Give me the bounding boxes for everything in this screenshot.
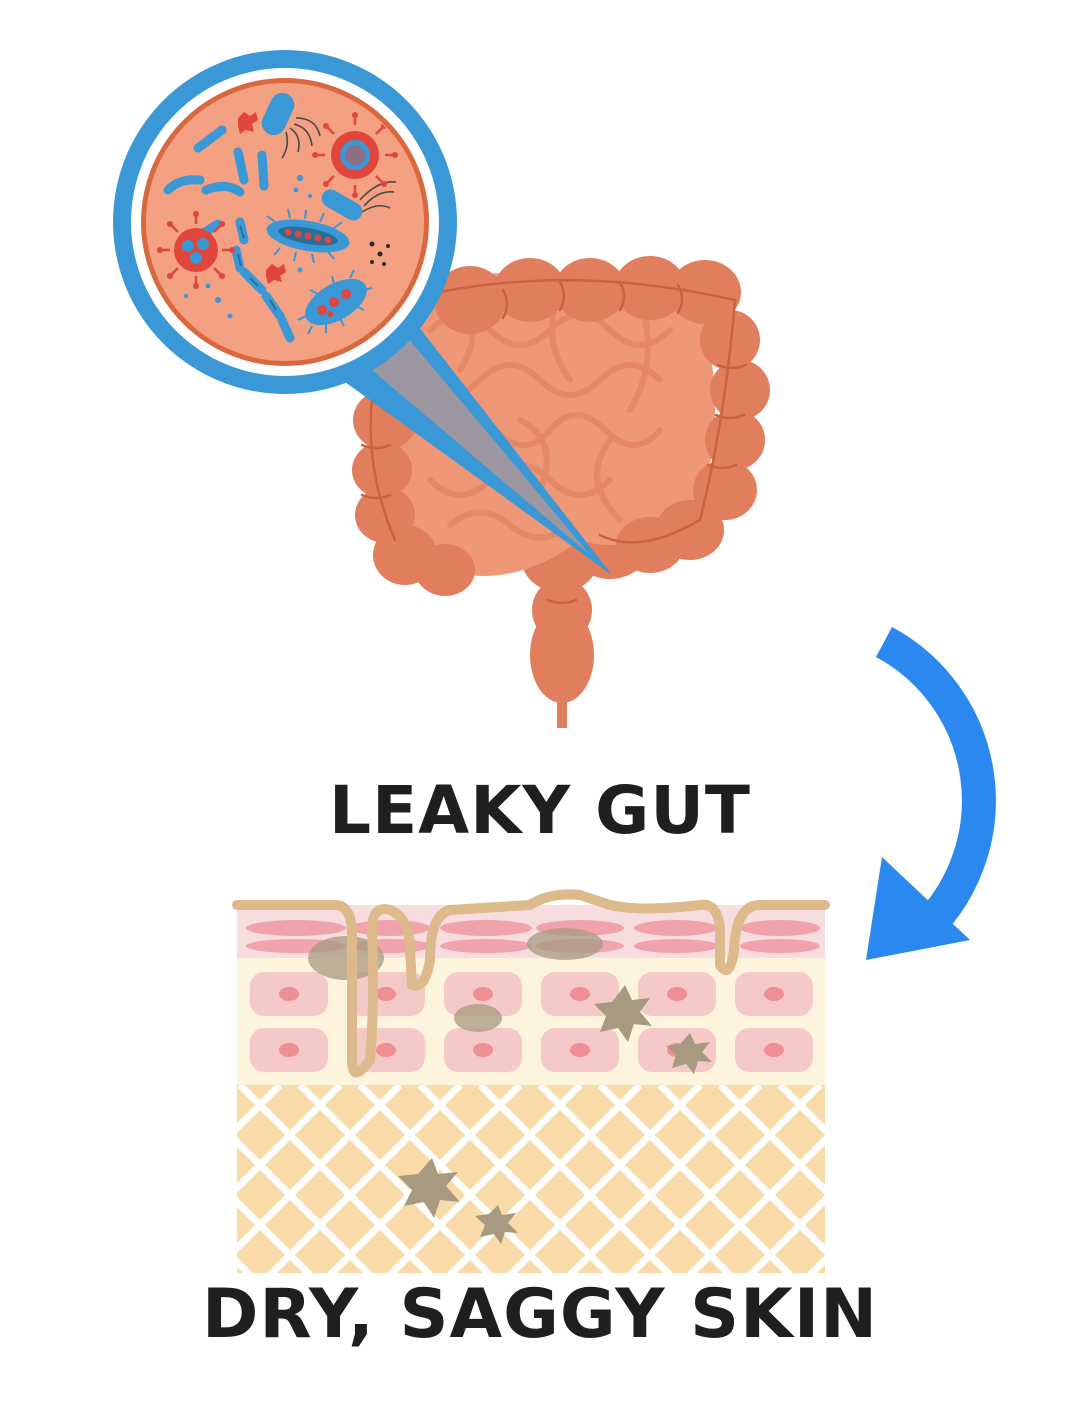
dry-saggy-skin-label: DRY, SAGGY SKIN xyxy=(201,1275,879,1354)
bacteria-icon xyxy=(261,92,321,159)
virus-icon xyxy=(157,211,235,289)
bacteria-icon xyxy=(321,181,397,221)
magnifier-icon xyxy=(113,50,612,575)
leaky-gut-label: LEAKY GUT xyxy=(329,772,751,849)
damage-spot-icon xyxy=(398,985,712,1244)
skin-cross-section-icon xyxy=(232,889,830,1273)
bacteria-icon xyxy=(297,269,373,335)
curved-arrow-icon xyxy=(866,627,996,960)
bacteria-icon xyxy=(266,208,350,264)
intestine-icon xyxy=(352,256,770,728)
virus-icon xyxy=(312,112,398,198)
